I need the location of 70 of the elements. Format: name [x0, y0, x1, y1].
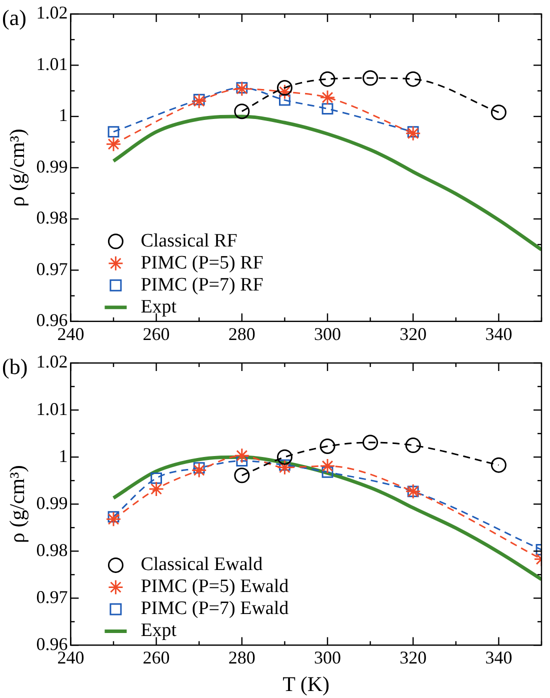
- legend-label: PIMC (P=5) Ewald: [140, 576, 290, 598]
- point: [276, 84, 292, 100]
- x-tick-label: 300: [314, 324, 341, 344]
- x-tick-label: 320: [400, 324, 427, 344]
- y-tick-label: 1.02: [36, 2, 68, 23]
- point: [150, 472, 162, 484]
- point: [148, 481, 164, 497]
- point: [191, 93, 207, 109]
- legend-label: Expt: [140, 620, 178, 642]
- x-axis-title: T (K): [282, 672, 330, 696]
- point: [405, 438, 421, 454]
- point: [322, 103, 334, 114]
- x-tick-label: 280: [228, 648, 256, 668]
- point: [407, 126, 419, 138]
- point: [191, 462, 207, 478]
- x-tick-label: 260: [142, 648, 170, 668]
- x-tick-label: 260: [142, 324, 170, 344]
- point: [362, 70, 378, 86]
- point: [236, 82, 248, 94]
- point: [490, 104, 506, 120]
- point: [320, 90, 336, 106]
- y-tick-label: 1: [58, 105, 68, 126]
- y-tick-label: 1.02: [36, 352, 68, 372]
- x-tick-label: 280: [228, 324, 256, 344]
- y-tick-label: 0.97: [36, 586, 68, 607]
- point: [193, 94, 205, 106]
- point: [193, 462, 205, 474]
- y-tick-label: 0.98: [36, 540, 68, 560]
- point: [234, 448, 250, 464]
- point: [234, 468, 250, 484]
- x-tick-label: 340: [485, 648, 512, 668]
- x-tick-label: 340: [485, 324, 512, 344]
- point: [320, 438, 336, 454]
- x-tick-label: 320: [400, 648, 427, 668]
- point: [362, 434, 378, 450]
- y-tick-label: 1.01: [36, 54, 68, 74]
- point: [320, 458, 336, 474]
- point: [276, 449, 292, 465]
- legend-label: Classical Ewald: [140, 554, 264, 576]
- point: [279, 459, 290, 471]
- point: [234, 104, 250, 120]
- point: [320, 71, 336, 87]
- point: [108, 126, 120, 138]
- legend-label: PIMC (P=7) Ewald: [140, 598, 290, 620]
- chart-title: (a): [2, 4, 26, 30]
- point: [405, 126, 421, 142]
- chart-title: (b): [2, 354, 28, 379]
- point: [322, 466, 334, 478]
- y-axis-title: ρ (g/cm³): [5, 465, 30, 544]
- x-tick-label: 300: [314, 648, 341, 668]
- y-tick-label: 0.97: [36, 258, 68, 279]
- y-tick-label: 1.01: [36, 398, 68, 419]
- point: [234, 81, 250, 97]
- legend-label: PIMC (P=7) RF: [140, 274, 264, 296]
- y-axis-title: ρ (g/cm³): [5, 128, 30, 207]
- point: [490, 457, 506, 473]
- legend-label: Classical RF: [140, 230, 238, 252]
- legend-label: Expt: [140, 296, 178, 318]
- y-tick-label: 0.99: [36, 492, 68, 513]
- point: [276, 460, 292, 476]
- point: [106, 136, 122, 152]
- y-tick-label: 0.99: [36, 156, 68, 176]
- legend-label: PIMC (P=5) RF: [140, 252, 264, 274]
- y-tick-label: 1: [58, 446, 68, 466]
- y-tick-label: 0.98: [36, 208, 68, 228]
- point: [108, 511, 120, 522]
- point: [279, 94, 290, 106]
- point: [106, 511, 122, 527]
- point: [276, 80, 292, 96]
- point: [405, 71, 421, 87]
